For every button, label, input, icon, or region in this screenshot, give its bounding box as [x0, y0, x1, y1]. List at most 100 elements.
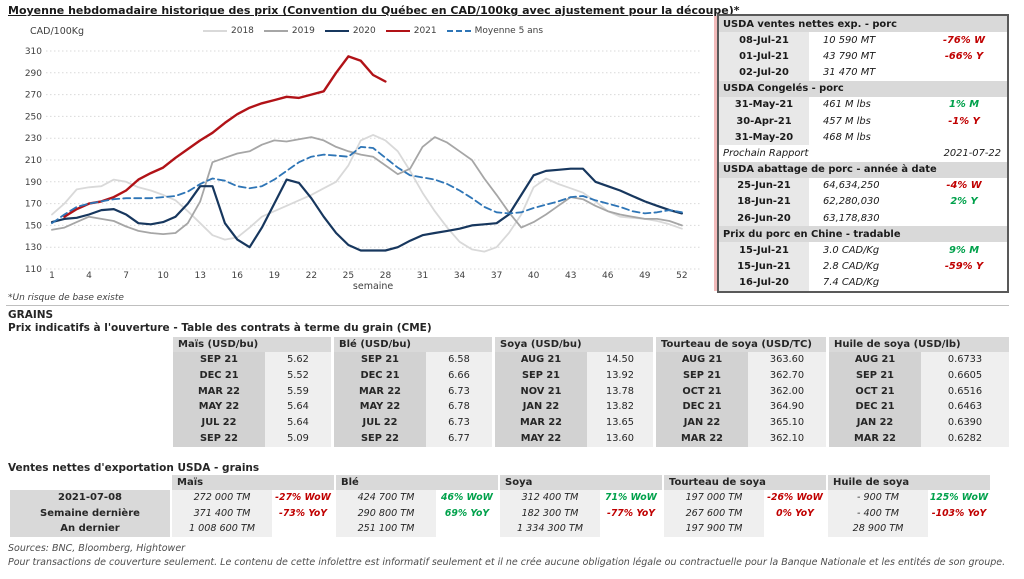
- cme-group-header: Huile de soya (USD/lb): [829, 337, 1009, 352]
- cme-value-cell: 14.50: [587, 352, 653, 368]
- legend-label: 2020: [352, 26, 376, 36]
- cme-month-cell: AUG 21: [656, 352, 748, 368]
- y-tick-label: 130: [25, 243, 42, 253]
- cme-group: Soya (USD/bu) AUG 21 14.50 SEP 21 13.92 NOV 2…: [495, 337, 653, 447]
- cme-month-cell: SEP 22: [173, 430, 265, 447]
- series-line-2018: [51, 134, 683, 253]
- panel-date-cell: 25-Jun-21: [719, 177, 809, 194]
- panel-row: 15-Jun-21 2.8 CAD/Kg -59% Y: [719, 258, 1007, 275]
- panel-row: 31-May-20 468 M lbs: [719, 129, 1007, 146]
- x-tick-label: 49: [639, 271, 651, 281]
- panel-date-cell: 30-Apr-21: [719, 113, 809, 130]
- panel-row: 18-Jun-21 62,280,030 2% Y: [719, 193, 1007, 211]
- panel-change-cell: 1% M: [948, 99, 980, 111]
- section-divider: [6, 305, 1009, 306]
- panel-section-header: Prix du porc en Chine - tradable: [719, 226, 1007, 243]
- cme-row: SEP 21 5.62: [173, 352, 331, 368]
- cme-row: SEP 22 6.77: [334, 430, 492, 447]
- cme-value-cell: 6.73: [426, 415, 492, 431]
- export-change-cell: -103% YoY: [931, 507, 987, 519]
- cme-month-cell: MAR 22: [495, 415, 587, 431]
- x-axis-title: semaine: [353, 281, 394, 292]
- cme-group-header: Tourteau de soya (USD/TC): [656, 337, 826, 352]
- cme-value-cell: 5.09: [265, 430, 331, 447]
- export-row-label: An dernier: [10, 521, 170, 537]
- export-value-cell: - 900 TM: [828, 490, 928, 506]
- cme-month-cell: SEP 21: [495, 367, 587, 384]
- panel-date-cell: 15-Jun-21: [719, 258, 809, 275]
- export-value-cell: 251 100 TM: [336, 521, 436, 537]
- cme-row: MAR 22 6.73: [334, 383, 492, 400]
- cme-table-title: Prix indicatifs à l'ouverture - Table de…: [8, 322, 432, 334]
- x-tick-label: 25: [343, 271, 354, 281]
- panel-row: 16-Jul-20 7.4 CAD/Kg: [719, 274, 1007, 291]
- x-tick-label: 40: [528, 271, 540, 281]
- cme-value-cell: 0.6390: [921, 415, 1009, 431]
- panel-date-cell: 16-Jul-20: [719, 274, 809, 291]
- export-value-cell: 28 900 TM: [828, 521, 928, 537]
- export-row-label: Semaine dernière: [10, 505, 170, 522]
- chart-legend: 2018 2019 2020 2021 Moyenne 5 ans: [203, 26, 543, 36]
- export-change-cell: [436, 521, 498, 537]
- cme-value-cell: 5.64: [265, 415, 331, 431]
- y-tick-label: 230: [25, 134, 42, 144]
- line-plot: 310 290 270 250 230 210 190 170 150 130 110 1 4 7 10 13…: [25, 47, 700, 292]
- export-change-cell: -73% YoY: [278, 507, 327, 519]
- usda-stats-panel: USDA ventes nettes exp. - porc 08-Jul-21 1…: [717, 14, 1009, 293]
- cme-value-cell: 362.00: [748, 383, 826, 400]
- cme-value-cell: 13.92: [587, 367, 653, 384]
- panel-section-header: USDA ventes nettes exp. - porc: [719, 16, 1007, 33]
- panel-change-cell: -4% W: [946, 180, 982, 192]
- panel-section-header: USDA abattage de porc - année à date: [719, 161, 1007, 178]
- export-change-cell: 46% WoW: [441, 492, 493, 503]
- cme-row: JAN 22 13.82: [495, 399, 653, 416]
- legend-item: 2020: [324, 26, 376, 36]
- x-tick-label: 31: [417, 271, 428, 281]
- cme-row: MAR 22 362.10: [656, 430, 826, 447]
- panel-value-cell: 64,634,250: [823, 180, 880, 192]
- cme-row: DEC 21 6.66: [334, 367, 492, 384]
- export-group: Tourteau de soya 197 000 TM -26% WoW 267 60…: [664, 475, 826, 537]
- cme-row: SEP 21 0.6605: [829, 367, 1009, 384]
- cme-row: OCT 21 0.6516: [829, 383, 1009, 400]
- panel-date-cell: 01-Jul-21: [719, 48, 809, 65]
- export-row: 1 008 600 TM: [172, 521, 334, 537]
- export-group: Blé 424 700 TM 46% WoW 290 800 TM 69% YoY 251…: [336, 475, 498, 537]
- panel-section-header: USDA Congelés - porc: [719, 80, 1007, 97]
- x-tick-label: 1: [49, 271, 55, 281]
- cme-value-cell: 13.65: [587, 415, 653, 431]
- export-value-cell: 197 900 TM: [664, 521, 764, 537]
- export-table-title: Ventes nettes d'exportation USDA - grain…: [8, 462, 260, 474]
- panel-change-cell: [921, 129, 1007, 145]
- cme-month-cell: SEP 21: [173, 352, 265, 368]
- panel-value-cell: 468 M lbs: [823, 131, 871, 143]
- y-tick-label: 170: [25, 200, 42, 210]
- cme-row: MAY 22 13.60: [495, 430, 653, 447]
- cme-value-cell: 5.64: [265, 399, 331, 416]
- y-tick-label: 310: [25, 47, 42, 57]
- page-title: Moyenne hebdomadaire historique des prix…: [8, 4, 740, 17]
- cme-row: NOV 21 13.78: [495, 383, 653, 400]
- cme-month-cell: MAY 22: [173, 399, 265, 416]
- export-value-cell: 197 000 TM: [664, 490, 764, 506]
- panel-change-cell: [921, 275, 1007, 291]
- cme-month-cell: MAR 22: [173, 383, 265, 400]
- x-tick-label: 13: [194, 271, 205, 281]
- export-group-header: Blé: [336, 475, 498, 490]
- cme-row: MAR 22 0.6282: [829, 430, 1009, 447]
- panel-row: 08-Jul-21 10 590 MT -76% W: [719, 32, 1007, 49]
- panel-date-cell: 02-Jul-20: [719, 64, 809, 81]
- cme-group-header: Blé (USD/bu): [334, 337, 492, 352]
- y-tick-label: 210: [25, 156, 42, 166]
- export-row: 28 900 TM: [828, 521, 990, 537]
- cme-value-cell: 6.77: [426, 430, 492, 447]
- cme-month-cell: SEP 21: [829, 367, 921, 384]
- export-change-cell: 125% WoW: [929, 492, 989, 503]
- legend-swatch-2018: [203, 30, 227, 32]
- series-line-2020: [50, 167, 683, 252]
- panel-date-cell: 15-Jul-21: [719, 242, 809, 259]
- panel-row: 31-May-21 461 M lbs 1% M: [719, 96, 1007, 114]
- export-group-header: Huile de soya: [828, 475, 990, 490]
- export-row: 267 600 TM 0% YoY: [664, 505, 826, 522]
- panel-row: 01-Jul-21 43 790 MT -66% Y: [719, 48, 1007, 65]
